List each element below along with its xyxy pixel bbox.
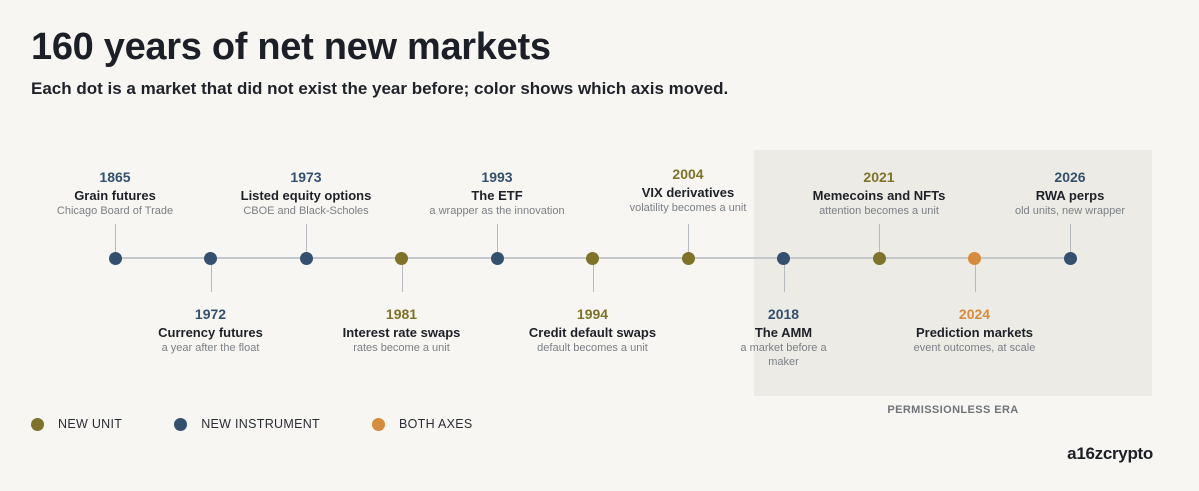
event-dot	[1063, 251, 1077, 265]
event-year: 2004	[672, 166, 704, 182]
event-stem	[783, 258, 785, 292]
legend: NEW UNIT NEW INSTRUMENT BOTH AXES	[31, 415, 525, 433]
event-description: Chicago Board of Trade	[56, 204, 174, 217]
event-name: Prediction markets	[915, 324, 1034, 340]
event-name: Memecoins and NFTs	[812, 187, 946, 203]
event-label: 2021 Memecoins and NFTs attention becomes …	[774, 169, 984, 219]
event-description: a year after the float	[161, 341, 260, 354]
event-label: 1865 Grain futures Chicago Board of Trade	[10, 169, 220, 219]
event-name: The AMM	[754, 324, 813, 340]
legend-label: NEW UNIT	[58, 417, 123, 431]
page-subtitle: Each dot is a market that did not exist …	[31, 79, 729, 98]
event-label: 1993 The ETF a wrapper as the innovation	[392, 169, 602, 219]
event-name: Currency futures	[158, 324, 263, 340]
event-dot	[968, 251, 981, 265]
event-dot	[586, 251, 599, 265]
legend-dot-both-axes	[371, 417, 385, 431]
event-stem	[592, 258, 594, 292]
event-name: Listed equity options	[240, 187, 372, 203]
event-name: Credit default swaps	[528, 324, 657, 340]
event-stem	[974, 258, 976, 292]
legend-dot-new-instrument	[174, 417, 188, 431]
event-description: CBOE and Black-Scholes	[243, 204, 369, 217]
event-description: a wrapper as the innovation	[429, 204, 565, 217]
legend-item-new-unit: NEW UNIT	[31, 417, 122, 431]
event-year: 1994	[576, 306, 609, 322]
event-dot	[681, 251, 695, 265]
event-dot	[299, 251, 313, 265]
event-stem	[115, 224, 116, 258]
event-label: 2018 The AMM a market before a maker	[679, 306, 889, 369]
event-name: VIX derivatives	[641, 184, 735, 200]
page-title: 160 years of net new markets	[31, 26, 551, 68]
event-label: 1981 Interest rate swaps rates become a un…	[297, 306, 507, 356]
event-description: old units, new wrapper	[1014, 204, 1126, 217]
event-year: 1865	[99, 169, 131, 185]
event-description: default becomes a unit	[537, 341, 648, 354]
event-label: 1972 Currency futures a year after the flo…	[106, 306, 316, 356]
event-name: Grain futures	[74, 187, 156, 203]
event-dot	[395, 251, 408, 265]
event-year: 2021	[863, 169, 895, 185]
event-dot	[490, 251, 504, 265]
event-description: volatility becomes a unit	[629, 201, 747, 214]
event-stem	[1070, 224, 1071, 258]
legend-label: NEW INSTRUMENT	[201, 417, 320, 431]
brand-logo: a16zcrypto	[1067, 444, 1153, 463]
legend-item-both-axes: BOTH AXES	[371, 417, 473, 431]
event-dot	[872, 251, 886, 265]
legend-label: BOTH AXES	[398, 417, 473, 431]
event-label: 2004 VIX derivatives volatility becomes a …	[583, 166, 793, 216]
event-description: a market before a maker	[740, 341, 827, 368]
event-year: 1973	[290, 169, 322, 185]
permissionless-era-region	[754, 150, 1152, 396]
event-dot	[777, 251, 790, 265]
legend-item-new-instrument: NEW INSTRUMENT	[174, 417, 320, 431]
event-year: 1993	[481, 169, 513, 185]
event-stem	[497, 224, 498, 258]
legend-dot-new-unit	[31, 417, 44, 431]
event-label: 2024 Prediction markets event outcomes, at…	[870, 306, 1080, 356]
event-name: Interest rate swaps	[342, 324, 461, 340]
event-stem	[688, 224, 689, 258]
event-year: 2026	[1054, 169, 1086, 185]
event-stem	[401, 258, 403, 292]
event-year: 1981	[385, 306, 418, 322]
event-year: 2018	[767, 306, 800, 322]
event-description: rates become a unit	[353, 341, 450, 354]
event-dot	[108, 251, 122, 265]
event-stem	[879, 224, 880, 258]
event-dot	[204, 251, 217, 265]
event-label: 1973 Listed equity options CBOE and Black-…	[201, 169, 411, 219]
event-label: 2026 RWA perps old units, new wrapper	[965, 169, 1175, 219]
event-stem	[306, 224, 307, 258]
event-label: 1994 Credit default swaps default becomes …	[488, 306, 698, 356]
event-year: 1972	[194, 306, 227, 322]
event-name: The ETF	[471, 187, 523, 203]
event-description: attention becomes a unit	[819, 204, 939, 217]
event-name: RWA perps	[1035, 187, 1105, 203]
event-year: 2024	[958, 306, 991, 322]
event-stem	[210, 258, 212, 292]
event-description: event outcomes, at scale	[913, 341, 1036, 354]
era-label: PERMISSIONLESS ERA	[887, 404, 1019, 416]
